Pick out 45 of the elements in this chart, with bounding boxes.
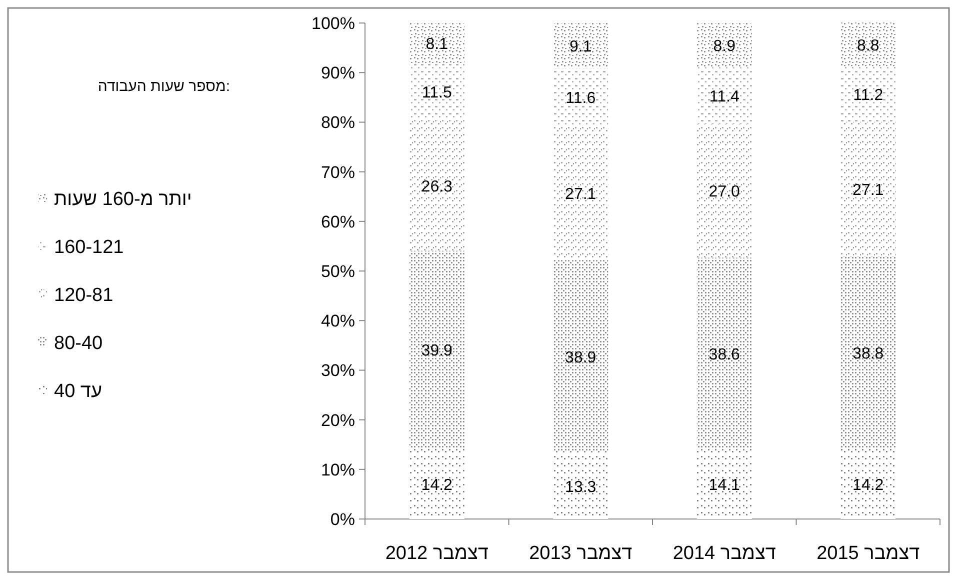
y-tick-label: 50%: [320, 262, 355, 281]
x-tick-label: דצמבר 2014: [672, 543, 776, 564]
data-label: 14.1: [708, 477, 740, 494]
y-tick-label: 80%: [320, 113, 355, 132]
data-label: 11.4: [709, 88, 740, 106]
data-label: 27.1: [852, 182, 884, 199]
y-tick-label: 60%: [320, 212, 355, 232]
data-label: 11.5: [422, 84, 452, 102]
y-tick-label: 70%: [320, 162, 355, 182]
bar: [696, 258, 752, 450]
y-tick-label: 20%: [320, 410, 355, 430]
data-label: 39.9: [421, 342, 453, 360]
bar: [553, 260, 608, 454]
data-label: 38.9: [565, 350, 596, 367]
data-label: 14.2: [852, 476, 884, 494]
data-label: 8.9: [713, 38, 736, 56]
y-tick-label: 40%: [320, 312, 355, 331]
data-label: 27.0: [708, 184, 740, 201]
legend-label: 80-40: [54, 333, 103, 354]
legend-label: 160-121: [54, 237, 124, 258]
data-label: 8.8: [857, 37, 880, 54]
x-tick-label: דצמבר 2015: [816, 543, 920, 564]
data-label: 27.1: [565, 186, 596, 203]
y-tick-label: 90%: [320, 64, 355, 83]
y-tick-label: 100%: [312, 14, 355, 33]
legend-label: יותר מ-160 שעות: [54, 189, 192, 210]
data-label: 8.1: [426, 36, 448, 54]
legend-title: מספר שעות העבודה:: [98, 78, 230, 95]
x-tick-label: דצמבר 2012: [385, 543, 489, 564]
y-tick-label: 30%: [320, 361, 355, 380]
data-label: 38.6: [708, 346, 740, 364]
data-label: 9.1: [570, 38, 592, 56]
x-tick-label: דצמבר 2013: [529, 543, 633, 564]
bar: [409, 23, 464, 64]
legend-label: עד 40: [54, 381, 102, 402]
legend-label: 120-81: [54, 285, 114, 306]
data-label: 38.8: [852, 345, 884, 362]
data-label: 13.3: [565, 479, 596, 496]
data-label: 26.3: [421, 178, 453, 196]
y-tick-label: 10%: [320, 460, 355, 480]
bar: [553, 23, 608, 68]
y-tick-label: 0%: [330, 510, 355, 529]
data-label: 11.6: [566, 90, 596, 107]
data-label: 11.2: [853, 86, 884, 104]
data-label: 14.2: [421, 476, 453, 494]
